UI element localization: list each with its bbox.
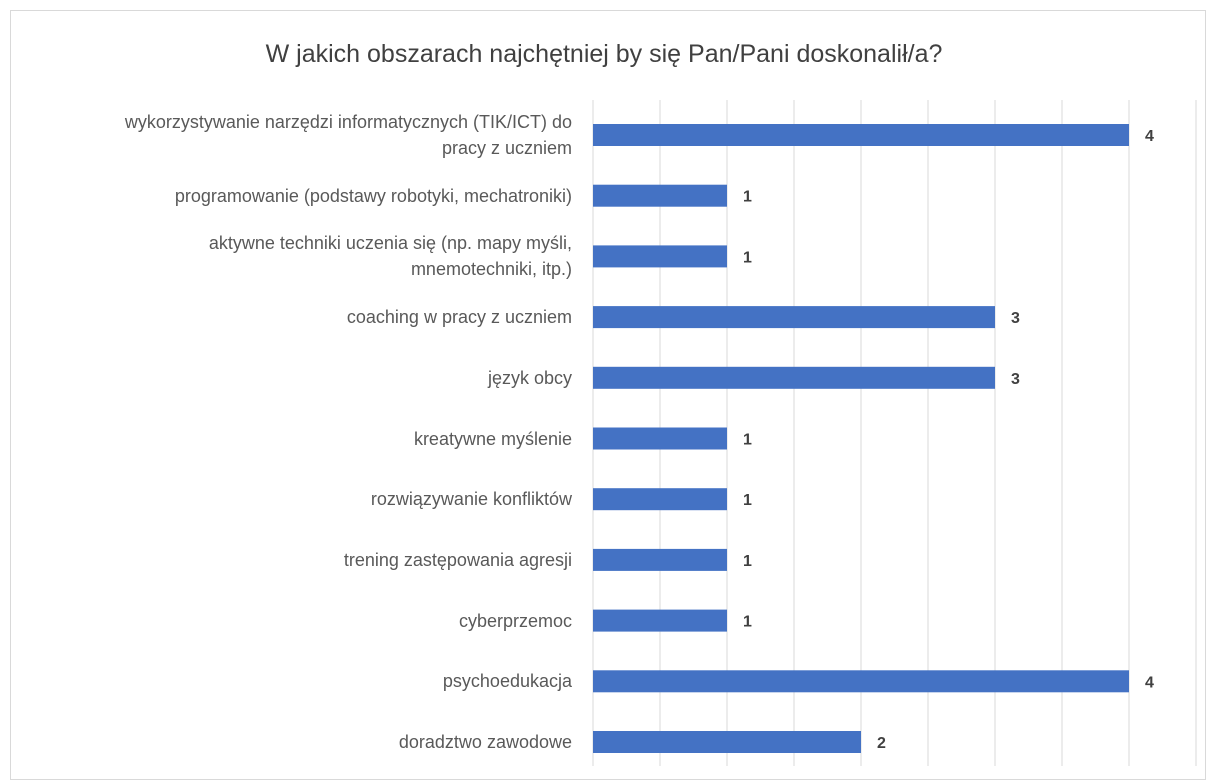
bar — [593, 609, 727, 632]
data-label: 1 — [743, 553, 752, 570]
category-label: coaching w pracy z uczniem — [12, 304, 572, 330]
category-label-line: aktywne techniki uczenia się (np. mapy m… — [208, 233, 572, 254]
category-label-line: doradztwo zawodowe — [398, 732, 572, 752]
data-label: 1 — [743, 432, 752, 449]
category-label: psychoedukacja — [12, 668, 572, 694]
bar — [593, 488, 727, 511]
bar — [593, 731, 861, 753]
category-label-line: programowanie (podstawy robotyki, mechat… — [174, 185, 572, 206]
category-label-line: pracy z uczniem — [441, 138, 572, 158]
data-label: 1 — [743, 614, 752, 631]
bar — [593, 245, 727, 268]
category-label-line: rozwiązywanie konfliktów — [370, 489, 572, 510]
data-label: 1 — [743, 492, 752, 509]
category-label-line: kreatywne myślenie — [413, 428, 572, 449]
category-label-line: cyberprzemoc — [458, 610, 572, 631]
category-label: kreatywne myślenie — [12, 426, 572, 452]
bar — [593, 427, 727, 450]
category-label: rozwiązywanie konfliktów — [12, 486, 572, 512]
category-label-line: wykorzystywanie narzędzi informatycznych… — [124, 112, 572, 132]
category-label-line: trening zastępowania agresji — [343, 549, 572, 570]
category-label: język obcy — [12, 365, 572, 391]
data-label: 3 — [1011, 371, 1020, 388]
data-label: 4 — [1145, 674, 1154, 691]
bar — [593, 184, 727, 207]
bar — [593, 124, 1129, 146]
category-label-line: coaching w pracy z uczniem — [346, 307, 572, 328]
data-label: 1 — [743, 189, 752, 206]
bar — [593, 306, 995, 329]
bar — [593, 670, 1129, 693]
category-label-line: psychoedukacja — [442, 671, 572, 692]
data-label: 1 — [743, 249, 752, 266]
bar — [593, 366, 995, 389]
bar — [593, 548, 727, 571]
category-label: cyberprzemoc — [12, 608, 572, 634]
category-label: wykorzystywanie narzędzi informatycznych… — [12, 109, 572, 161]
category-label: programowanie (podstawy robotyki, mechat… — [12, 183, 572, 209]
category-label-line: język obcy — [487, 367, 572, 388]
category-label: trening zastępowania agresji — [12, 547, 572, 573]
category-label-line: mnemotechniki, itp.) — [410, 259, 572, 280]
category-label: doradztwo zawodowe — [12, 729, 572, 755]
category-label: aktywne techniki uczenia się (np. mapy m… — [12, 230, 572, 282]
chart-title: W jakich obszarach najchętniej by się Pa… — [265, 40, 943, 68]
data-label: 2 — [877, 735, 886, 752]
data-label: 4 — [1145, 128, 1154, 145]
data-label: 3 — [1011, 310, 1020, 327]
